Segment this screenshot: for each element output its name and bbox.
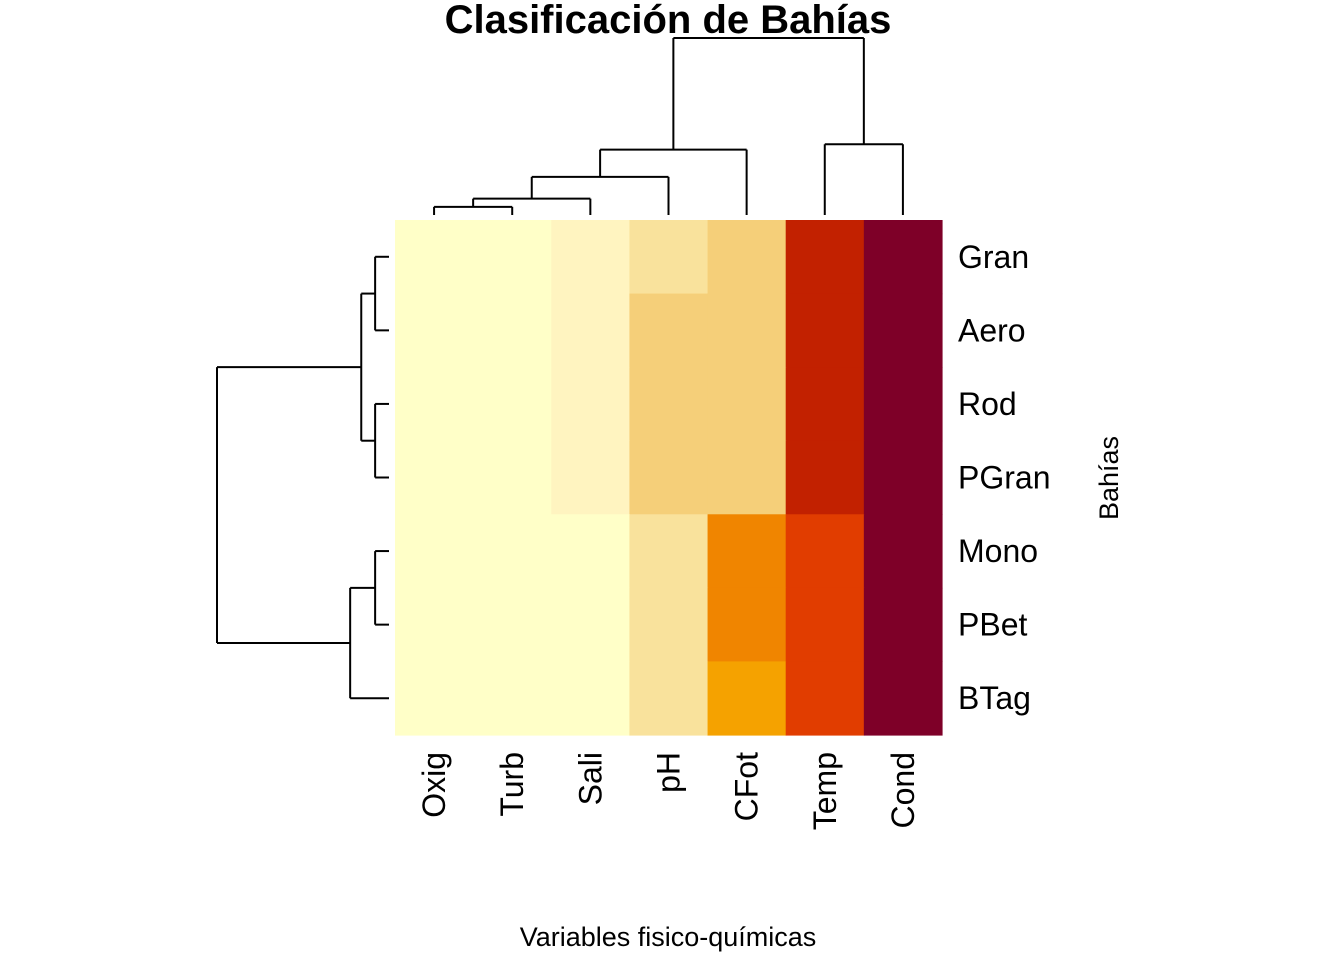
heatmap-cell-aero-cfot (707, 293, 787, 368)
heatmap-cell-gran-ph (629, 220, 709, 295)
heatmap-cell-gran-oxig (395, 220, 474, 295)
row-label-aero: Aero (958, 312, 1026, 348)
heatmap-cell-rod-cfot (707, 367, 787, 442)
heatmap-cell-mono-sali (551, 514, 631, 589)
row-label-btag: BTag (958, 680, 1031, 716)
row-dendrogram (216, 255, 389, 700)
heatmap-cell-btag-oxig (395, 661, 474, 736)
heatmap-cell-aero-oxig (395, 293, 474, 368)
heatmap-cell-pgran-oxig (395, 440, 474, 515)
heatmap-cell-btag-ph (629, 661, 709, 736)
heatmap-cell-pgran-cfot (707, 440, 787, 515)
y-axis-label: Bahías (1094, 436, 1124, 520)
column-label-oxig: Oxig (416, 752, 452, 818)
heatmap-cell-aero-temp (785, 293, 865, 368)
heatmap-cell-btag-cond (863, 661, 943, 736)
heatmap-cell-mono-ph (629, 514, 709, 589)
heatmap-cell-btag-turb (473, 661, 552, 736)
heatmap-cell-gran-temp (785, 220, 865, 295)
row-label-pgran: PGran (958, 459, 1050, 495)
heatmap-cell-pbet-cfot (707, 587, 787, 663)
column-label-temp: Temp (807, 752, 843, 830)
heatmap-cell-btag-sali (551, 661, 631, 736)
heatmap-cell-pgran-ph (629, 440, 709, 515)
heatmap-cell-gran-sali (551, 220, 631, 295)
heatmap-cell-mono-temp (785, 514, 865, 589)
heatmap-cell-pbet-sali (551, 587, 631, 663)
heatmap-cell-gran-turb (473, 220, 552, 295)
heatmap-cell-rod-ph (629, 367, 709, 442)
heatmap-cells (395, 220, 943, 736)
row-labels: Gran Aero Rod PGran Mono PBet BTag (958, 239, 1050, 716)
heatmap-cell-pgran-sali (551, 440, 631, 515)
x-axis-label: Variables fisico-químicas (520, 922, 817, 952)
row-label-rod: Rod (958, 386, 1017, 422)
row-label-pbet: PBet (958, 607, 1027, 643)
heatmap-cell-pbet-oxig (395, 587, 474, 663)
heatmap-cell-gran-cfot (707, 220, 787, 295)
column-labels: Oxig Turb Sali pH CFot Temp Cond (416, 752, 921, 830)
column-label-ph: pH (650, 752, 686, 793)
column-label-cond: Cond (885, 752, 921, 829)
heatmap-cell-aero-cond (863, 293, 943, 368)
heatmap-cell-mono-turb (473, 514, 552, 589)
heatmap-cell-pbet-temp (785, 587, 865, 663)
column-label-turb: Turb (494, 752, 530, 817)
heatmap-cell-rod-cond (863, 367, 943, 442)
heatmap-cell-pbet-cond (863, 587, 943, 663)
heatmap-cell-pbet-turb (473, 587, 552, 663)
heatmap-cell-pgran-turb (473, 440, 552, 515)
heatmap-cell-pgran-cond (863, 440, 943, 515)
heatmap-cell-aero-turb (473, 293, 552, 368)
heatmap-cell-mono-oxig (395, 514, 474, 589)
heatmap-cell-aero-ph (629, 293, 709, 368)
column-label-cfot: CFot (729, 752, 765, 821)
heatmap-cell-mono-cond (863, 514, 943, 589)
heatmap-cell-rod-temp (785, 367, 865, 442)
heatmap-cell-rod-sali (551, 367, 631, 442)
row-label-mono: Mono (958, 533, 1038, 569)
heatmap-cell-rod-turb (473, 367, 552, 442)
heatmap-cell-gran-cond (863, 220, 943, 295)
heatmap-cell-btag-cfot (707, 661, 787, 736)
row-label-gran: Gran (958, 239, 1029, 275)
heatmap-cell-pbet-ph (629, 587, 709, 663)
heatmap-cell-mono-cfot (707, 514, 787, 589)
heatmap-cell-aero-sali (551, 293, 631, 368)
heatmap-cell-pgran-temp (785, 440, 865, 515)
heatmap-cell-rod-oxig (395, 367, 474, 442)
heatmap-cell-btag-temp (785, 661, 865, 736)
chart-title: Clasificación de Bahías (445, 0, 892, 42)
column-dendrogram (433, 37, 904, 215)
column-label-sali: Sali (572, 752, 608, 805)
